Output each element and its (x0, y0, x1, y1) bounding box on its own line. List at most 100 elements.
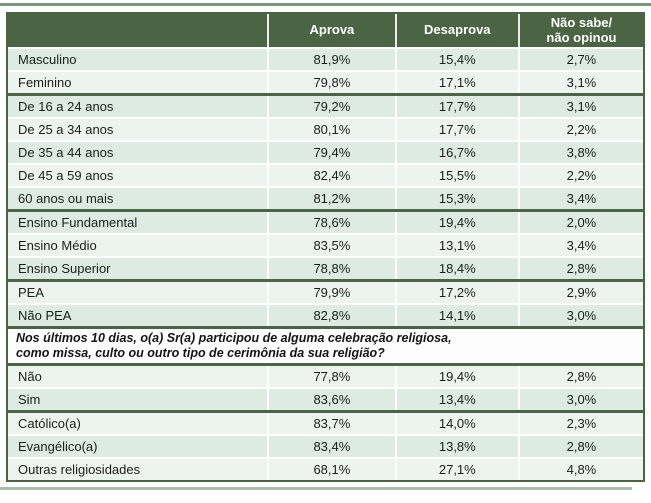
aprova-value: 79,4% (267, 142, 395, 163)
table-row: Católico(a) 83,7% 14,0% 2,3% (8, 413, 643, 434)
aprova-value: 83,7% (267, 413, 395, 434)
table-row: PEA 79,9% 17,2% 2,9% (8, 282, 643, 303)
desaprova-value: 15,3% (394, 188, 518, 209)
table-row: Outras religiosidades 68,1% 27,1% 4,8% (8, 457, 643, 480)
desaprova-value: 13,1% (394, 235, 518, 256)
desaprova-value: 18,4% (394, 258, 518, 279)
row-label: Evangélico(a) (8, 436, 268, 457)
row-label: Ensino Médio (8, 235, 268, 256)
nao-sabe-value: 3,0% (517, 305, 643, 326)
aprova-value: 83,5% (267, 235, 395, 256)
desaprova-value: 17,1% (394, 72, 518, 93)
row-label: De 25 a 34 anos (8, 119, 268, 140)
nao-sabe-value: 2,8% (517, 436, 643, 457)
aprova-value: 78,8% (267, 258, 395, 279)
column-header-aprova: Aprova (267, 14, 395, 47)
row-group: De 16 a 24 anos 79,2% 17,7% 3,1% De 25 a 34 … (8, 93, 643, 209)
aprova-value: 80,1% (267, 119, 395, 140)
aprova-value: 82,4% (267, 165, 395, 186)
aprova-value: 79,8% (267, 72, 395, 93)
nao-sabe-value: 3,4% (517, 188, 643, 209)
row-label: De 45 a 59 anos (8, 165, 268, 186)
row-label: PEA (8, 282, 268, 303)
table-row: Masculino 81,9% 15,4% 2,7% (8, 49, 643, 70)
nao-sabe-value: 2,8% (517, 366, 643, 387)
desaprova-value: 13,8% (394, 436, 518, 457)
nao-sabe-value: 2,8% (517, 258, 643, 279)
aprova-value: 78,6% (267, 212, 395, 233)
aprova-value: 77,8% (267, 366, 395, 387)
nao-sabe-value: 3,0% (517, 389, 643, 410)
table-row: Não PEA 82,8% 14,1% 3,0% (8, 303, 643, 326)
column-header-empty (8, 14, 267, 47)
row-label: Não (8, 366, 268, 387)
table-header-row: Aprova Desaprova Não sabe/ não opinou (8, 14, 643, 47)
table-row: De 25 a 34 anos 80,1% 17,7% 2,2% (8, 117, 643, 140)
row-label: 60 anos ou mais (8, 188, 268, 209)
row-label: De 16 a 24 anos (8, 96, 268, 117)
nao-sabe-value: 2,9% (517, 282, 643, 303)
table-row: De 16 a 24 anos 79,2% 17,7% 3,1% (8, 96, 643, 117)
row-label: Outras religiosidades (8, 459, 268, 480)
row-label: Masculino (8, 49, 268, 70)
desaprova-value: 19,4% (394, 212, 518, 233)
table-row: Evangélico(a) 83,4% 13,8% 2,8% (8, 434, 643, 457)
nao-sabe-value: 3,1% (517, 96, 643, 117)
desaprova-value: 19,4% (394, 366, 518, 387)
row-label: Ensino Superior (8, 258, 268, 279)
aprova-value: 79,2% (267, 96, 395, 117)
table-row: 60 anos ou mais 81,2% 15,3% 3,4% (8, 186, 643, 209)
nao-sabe-value: 2,2% (517, 165, 643, 186)
desaprova-value: 15,5% (394, 165, 518, 186)
row-group: Não 77,8% 19,4% 2,8% Sim 83,6% 13,4% 3,0% (8, 366, 643, 410)
desaprova-value: 14,0% (394, 413, 518, 434)
aprova-value: 79,9% (267, 282, 395, 303)
desaprova-value: 17,7% (394, 119, 518, 140)
nao-sabe-value: 2,7% (517, 49, 643, 70)
desaprova-value: 17,2% (394, 282, 518, 303)
row-group: Masculino 81,9% 15,4% 2,7% Feminino 79,8% 17,1… (8, 47, 643, 93)
table-row: Não 77,8% 19,4% 2,8% (8, 366, 643, 387)
top-horizontal-rule (0, 3, 651, 6)
desaprova-value: 15,4% (394, 49, 518, 70)
desaprova-value: 14,1% (394, 305, 518, 326)
aprova-value: 68,1% (267, 459, 395, 480)
question-row: Nos últimos 10 dias, o(a) Sr(a) particip… (8, 326, 643, 366)
nao-sabe-value: 3,4% (517, 235, 643, 256)
row-label: Não PEA (8, 305, 268, 326)
aprova-value: 82,8% (267, 305, 395, 326)
table-row: De 35 a 44 anos 79,4% 16,7% 3,8% (8, 140, 643, 163)
nao-sabe-value: 2,3% (517, 413, 643, 434)
row-label: Feminino (8, 72, 268, 93)
column-header-nao-sabe: Não sabe/ não opinou (517, 14, 643, 47)
table-row: Ensino Médio 83,5% 13,1% 3,4% (8, 233, 643, 256)
column-header-desaprova: Desaprova (394, 14, 518, 47)
aprova-value: 81,9% (267, 49, 395, 70)
row-label: Católico(a) (8, 413, 268, 434)
table-body: Masculino 81,9% 15,4% 2,7% Feminino 79,8% 17,1… (8, 47, 643, 480)
nao-sabe-value: 3,1% (517, 72, 643, 93)
table-row: Sim 83,6% 13,4% 3,0% (8, 387, 643, 410)
bottom-horizontal-rule (0, 487, 632, 490)
aprova-value: 83,4% (267, 436, 395, 457)
nao-sabe-value: 3,8% (517, 142, 643, 163)
row-group: Católico(a) 83,7% 14,0% 2,3% Evangélico(a) 83… (8, 410, 643, 480)
nao-sabe-value: 2,0% (517, 212, 643, 233)
row-label: Sim (8, 389, 268, 410)
desaprova-value: 16,7% (394, 142, 518, 163)
desaprova-value: 17,7% (394, 96, 518, 117)
aprova-value: 81,2% (267, 188, 395, 209)
row-label: Ensino Fundamental (8, 212, 268, 233)
nao-sabe-value: 4,8% (517, 459, 643, 480)
table-row: Ensino Fundamental 78,6% 19,4% 2,0% (8, 212, 643, 233)
row-group: PEA 79,9% 17,2% 2,9% Não PEA 82,8% 14,1% 3,0% (8, 279, 643, 326)
nao-sabe-value: 2,2% (517, 119, 643, 140)
row-label: De 35 a 44 anos (8, 142, 268, 163)
table-row: De 45 a 59 anos 82,4% 15,5% 2,2% (8, 163, 643, 186)
survey-results-table: Aprova Desaprova Não sabe/ não opinou Ma… (6, 12, 645, 482)
row-group: Ensino Fundamental 78,6% 19,4% 2,0% Ensino M… (8, 209, 643, 279)
table-row: Feminino 79,8% 17,1% 3,1% (8, 70, 643, 93)
table-row: Ensino Superior 78,8% 18,4% 2,8% (8, 256, 643, 279)
aprova-value: 83,6% (267, 389, 395, 410)
desaprova-value: 13,4% (394, 389, 518, 410)
